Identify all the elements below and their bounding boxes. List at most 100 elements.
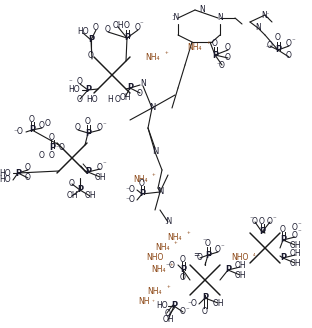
Text: N: N [217, 13, 223, 23]
Text: O: O [25, 163, 31, 173]
Text: OH: OH [119, 93, 131, 102]
Text: O: O [69, 178, 75, 188]
Text: O: O [212, 39, 218, 49]
Text: HO: HO [156, 301, 168, 311]
Text: N: N [157, 188, 163, 196]
Text: OH: OH [289, 258, 301, 268]
Text: O: O [197, 254, 203, 262]
Text: O: O [49, 133, 55, 142]
Text: OH: OH [112, 20, 124, 30]
Text: O: O [137, 89, 143, 97]
Text: NH₄: NH₄ [148, 288, 162, 297]
Text: O: O [97, 162, 103, 172]
Text: ⁻: ⁻ [102, 161, 106, 167]
Text: ⁻: ⁻ [297, 222, 301, 228]
Text: P: P [171, 301, 177, 311]
Text: ⁺: ⁺ [151, 174, 155, 180]
Text: O: O [77, 77, 83, 87]
Text: P: P [225, 265, 231, 275]
Text: P: P [259, 228, 265, 236]
Text: ⁻: ⁻ [185, 307, 189, 313]
Text: NH: NH [138, 297, 150, 306]
Text: O: O [115, 95, 121, 105]
Text: P: P [280, 236, 286, 244]
Text: HO: HO [68, 86, 80, 94]
Text: NH₄: NH₄ [155, 243, 169, 253]
Text: HO: HO [0, 169, 11, 177]
Text: NH₄: NH₄ [151, 265, 165, 275]
Text: O: O [280, 226, 286, 235]
Text: P: P [205, 251, 211, 259]
Text: O: O [85, 117, 91, 127]
Text: O: O [29, 114, 35, 124]
Text: OH: OH [234, 260, 246, 270]
Text: P: P [85, 86, 91, 94]
Text: P: P [15, 169, 21, 177]
Text: N: N [140, 79, 146, 89]
Text: O: O [202, 306, 208, 316]
Text: OH: OH [212, 298, 224, 308]
Text: OH: OH [289, 240, 301, 250]
Text: ⁻: ⁻ [291, 38, 295, 44]
Text: P: P [202, 294, 208, 302]
Text: ⁻O: ⁻O [125, 195, 135, 204]
Text: P: P [77, 186, 83, 195]
Text: OH: OH [66, 192, 78, 200]
Text: ⁺: ⁺ [169, 264, 173, 270]
Text: ⁻O: ⁻O [187, 299, 197, 309]
Text: ⁻: ⁻ [220, 244, 224, 250]
Text: ⁻: ⁻ [139, 21, 143, 27]
Text: O: O [275, 33, 281, 43]
Text: OH: OH [162, 316, 174, 324]
Text: O: O [135, 24, 141, 32]
Text: ⁺: ⁺ [152, 299, 154, 304]
Text: :N: :N [171, 13, 179, 23]
Text: ⁺: ⁺ [166, 286, 170, 292]
Text: O: O [180, 308, 186, 317]
Text: ⁺: ⁺ [206, 42, 210, 48]
Text: P: P [29, 126, 35, 134]
Text: O: O [49, 151, 55, 159]
Text: N: N [149, 104, 155, 113]
Text: O: O [286, 51, 292, 60]
Text: O: O [45, 119, 51, 129]
Text: HO: HO [0, 175, 11, 184]
Text: O: O [165, 310, 171, 318]
Text: O: O [267, 40, 273, 50]
Text: O: O [286, 39, 292, 49]
Text: NH₄: NH₄ [133, 175, 147, 184]
Text: O: O [88, 51, 94, 60]
Text: NH₄: NH₄ [188, 44, 202, 52]
Text: O: O [219, 60, 225, 70]
Text: P: P [180, 265, 186, 275]
Text: O: O [93, 24, 99, 32]
Text: OH: OH [94, 173, 106, 181]
Text: ⁻: ⁻ [265, 45, 269, 51]
Text: :N: :N [164, 217, 172, 227]
Text: ⁻O: ⁻O [55, 144, 65, 153]
Text: N: N [255, 24, 261, 32]
Text: ₄: ₄ [253, 253, 255, 257]
Text: O: O [215, 245, 221, 255]
Text: ⁻O: ⁻O [125, 186, 135, 195]
Text: N: N [152, 148, 158, 156]
Text: O: O [39, 121, 45, 131]
Text: O: O [105, 26, 111, 34]
Text: OH: OH [84, 192, 96, 200]
Text: ⁻: ⁻ [216, 62, 220, 68]
Text: O: O [25, 174, 31, 182]
Text: ⁺: ⁺ [186, 232, 190, 238]
Text: O: O [292, 231, 298, 239]
Text: ⁻: ⁻ [272, 216, 276, 222]
Text: O: O [39, 151, 45, 159]
Text: ⁺: ⁺ [164, 52, 168, 58]
Text: N:: N: [261, 10, 269, 19]
Text: P: P [85, 129, 91, 137]
Text: O: O [180, 274, 186, 282]
Text: P: P [127, 84, 133, 92]
Text: ⁻: ⁻ [249, 216, 253, 222]
Text: O: O [292, 223, 298, 233]
Text: ⁻: ⁻ [68, 79, 72, 85]
Text: O: O [75, 124, 81, 133]
Text: OH: OH [289, 249, 301, 257]
